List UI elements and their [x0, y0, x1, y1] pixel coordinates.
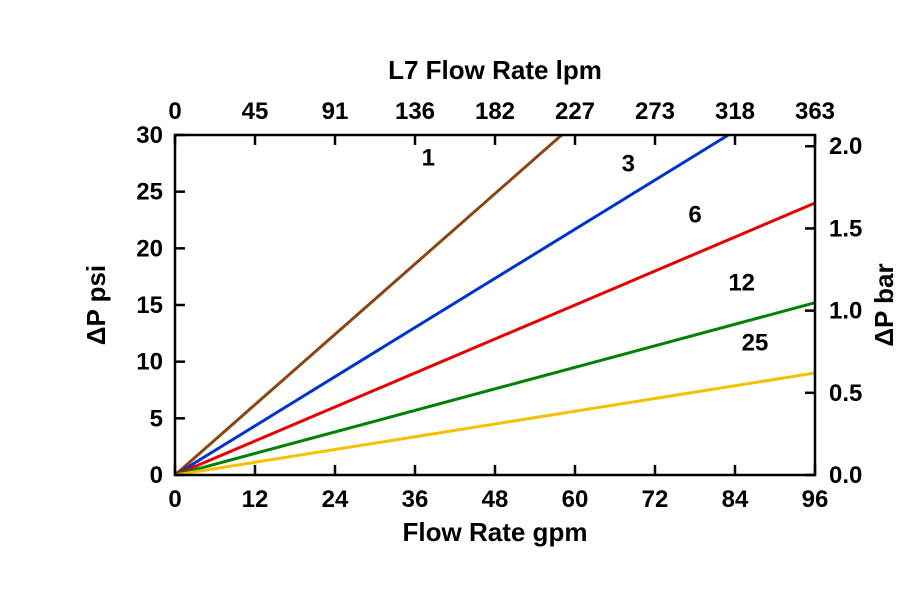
series-label-3: 3 — [622, 150, 635, 177]
xtick-top-label: 227 — [555, 98, 595, 125]
series-label-25: 25 — [742, 329, 769, 356]
ytick-left-label: 0 — [150, 462, 163, 489]
ytick-left-label: 5 — [150, 405, 163, 432]
series-label-1: 1 — [422, 145, 435, 172]
xtick-top-label: 182 — [475, 98, 515, 125]
flow-rate-chart: 1361225012243648607284960459113618222727… — [0, 0, 906, 596]
xtick-top-label: 318 — [715, 98, 755, 125]
xtick-bottom-label: 12 — [242, 486, 269, 513]
ytick-left-label: 20 — [136, 235, 163, 262]
ytick-right-label: 0.0 — [829, 462, 862, 489]
xtick-bottom-label: 72 — [642, 486, 669, 513]
xtick-top-label: 91 — [322, 98, 349, 125]
axis-title-bottom: Flow Rate gpm — [403, 517, 588, 547]
xtick-top-label: 363 — [795, 98, 835, 125]
xtick-top-label: 0 — [168, 98, 181, 125]
ytick-right-label: 0.5 — [829, 380, 862, 407]
chart-container: 1361225012243648607284960459113618222727… — [0, 0, 906, 596]
xtick-top-label: 45 — [242, 98, 269, 125]
ytick-left-label: 25 — [136, 179, 163, 206]
axis-title-top: L7 Flow Rate lpm — [388, 55, 602, 85]
ytick-right-label: 2.0 — [829, 133, 862, 160]
xtick-bottom-label: 0 — [168, 486, 181, 513]
ytick-right-label: 1.5 — [829, 215, 862, 242]
ytick-left-label: 30 — [136, 122, 163, 149]
ytick-left-label: 15 — [136, 292, 163, 319]
axis-title-right: ΔP bar — [869, 263, 899, 346]
ytick-right-label: 1.0 — [829, 298, 862, 325]
xtick-bottom-label: 84 — [722, 486, 749, 513]
xtick-bottom-label: 48 — [482, 486, 509, 513]
xtick-bottom-label: 24 — [322, 486, 349, 513]
xtick-bottom-label: 36 — [402, 486, 429, 513]
series-label-12: 12 — [728, 269, 755, 296]
ytick-left-label: 10 — [136, 349, 163, 376]
xtick-top-label: 136 — [395, 98, 435, 125]
xtick-bottom-label: 96 — [802, 486, 829, 513]
xtick-top-label: 273 — [635, 98, 675, 125]
series-label-6: 6 — [688, 201, 701, 228]
axis-title-left: ΔP psi — [81, 265, 111, 345]
xtick-bottom-label: 60 — [562, 486, 589, 513]
